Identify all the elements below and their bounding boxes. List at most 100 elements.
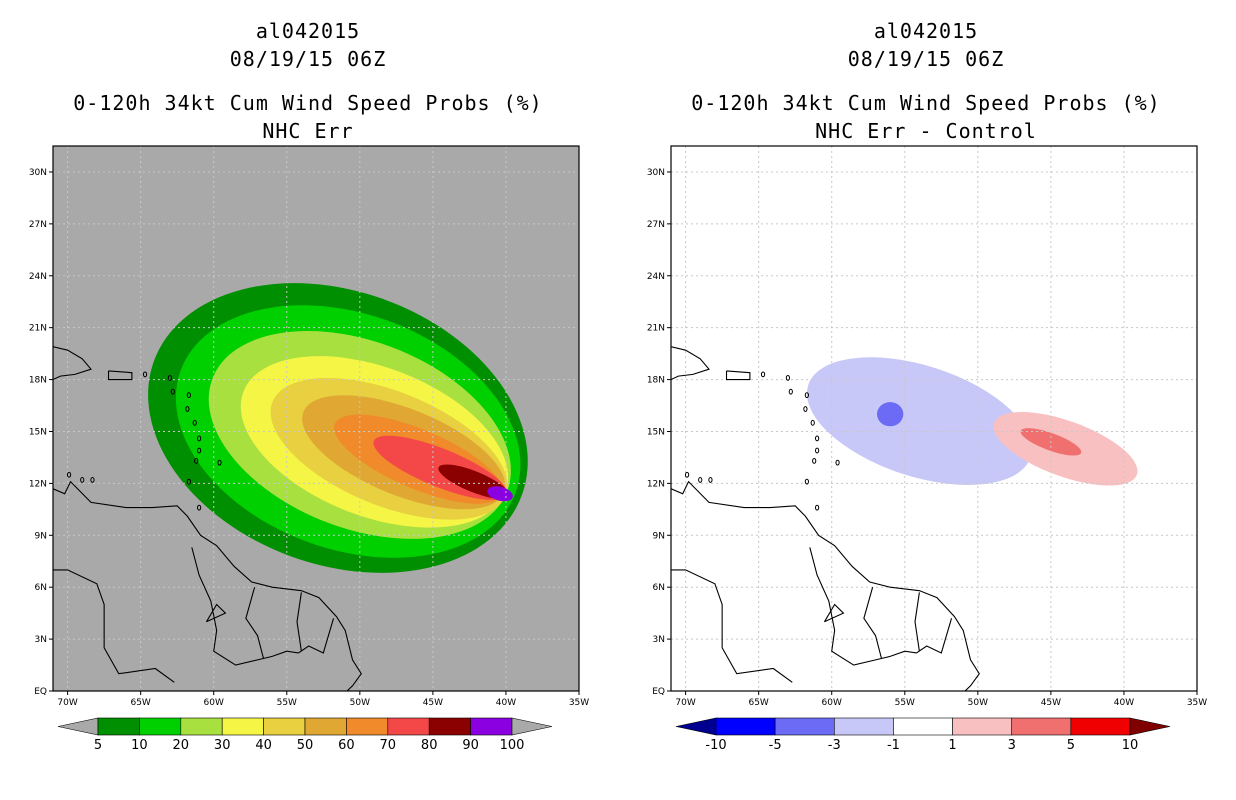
island [185, 406, 190, 412]
colorbar-segment [263, 717, 306, 736]
island [708, 477, 713, 483]
x-tick-label: 45W [1041, 698, 1061, 708]
island [66, 471, 72, 478]
colorbar-label: -5 [769, 738, 782, 753]
coastlines [53, 346, 362, 691]
y-tick-label: 6N [653, 583, 665, 593]
colorbar-segment [180, 717, 223, 736]
island [698, 477, 703, 483]
colorbar-segment [1070, 717, 1131, 736]
colorbar-label: 90 [462, 738, 479, 753]
x-tick-label: 65W [130, 698, 150, 708]
island [815, 504, 820, 511]
x-tick-label: 45W [423, 698, 443, 708]
colorbar-label: 60 [338, 738, 355, 753]
coastline [809, 547, 953, 666]
y-tick-label: 18N [29, 376, 47, 386]
island [142, 371, 148, 378]
x-tick-label: 35W [569, 698, 589, 708]
right-colorbar: -10 -5 -3 -1 1 3 5 10 [675, 717, 1171, 753]
island [788, 388, 793, 395]
coastline [205, 603, 227, 623]
island [167, 374, 172, 381]
island [684, 471, 690, 478]
coastline [296, 592, 302, 652]
y-tick-label: 9N [35, 531, 47, 541]
right-title-line2: NHC Err - Control [815, 119, 1037, 143]
island [194, 457, 199, 464]
island [810, 419, 815, 426]
y-tick-label: 18N [647, 376, 665, 386]
y-tick-label: 27N [29, 220, 47, 230]
contour-level-90 [487, 486, 513, 502]
island [170, 388, 175, 395]
coastline [53, 480, 362, 691]
colorbar-label: 10 [1122, 738, 1139, 753]
colorbar-segment [470, 717, 513, 736]
coastline [53, 346, 92, 381]
island [804, 478, 809, 485]
colorbar-segment [1011, 717, 1072, 736]
right-datetime: 08/19/15 06Z [847, 47, 1005, 71]
x-tick-label: 55W [895, 698, 915, 708]
y-tick-label: 3N [35, 635, 47, 645]
colorbar-label: 1 [948, 738, 956, 753]
y-tick-label: 21N [647, 324, 665, 334]
colorbar-segment [139, 717, 182, 736]
left-datetime: 08/19/15 06Z [229, 47, 387, 71]
colorbar-segment [346, 717, 389, 736]
y-tick-label: 15N [647, 427, 665, 437]
coastline [671, 480, 980, 691]
coastline [863, 587, 882, 659]
island [760, 371, 766, 378]
island [812, 457, 817, 464]
island [217, 459, 222, 466]
coastline [107, 370, 133, 381]
y-tick-label: EQ [34, 687, 47, 697]
colorbar-low-end [57, 717, 99, 736]
island [80, 477, 85, 483]
colorbar-segment [304, 717, 347, 736]
colorbar-label: 3 [1008, 738, 1016, 753]
left-colorbar: 5 10 20 30 40 50 60 70 80 90 100 [57, 717, 553, 753]
x-tick-label: 60W [204, 698, 224, 708]
y-tick-label: 21N [29, 324, 47, 334]
colorbar-label: 5 [1067, 738, 1075, 753]
left-title-line1: 0-120h 34kt Cum Wind Speed Probs (%) [73, 91, 543, 115]
island [197, 435, 202, 442]
coastline [671, 569, 793, 683]
right-storm-id: al042015 [873, 19, 979, 43]
x-tick-label: 65W [748, 698, 768, 708]
colorbar-high-end [1129, 717, 1171, 736]
island [803, 406, 808, 412]
island [197, 504, 202, 511]
colorbar-label: 70 [380, 738, 397, 753]
colorbar-label: 5 [94, 738, 102, 753]
contour-level--3to-5 [877, 402, 904, 427]
colorbar-segment [833, 717, 894, 736]
colorbar-segment [774, 717, 835, 736]
left-storm-id: al042015 [255, 19, 361, 43]
coastlines [671, 346, 980, 691]
y-tick-label: 30N [29, 168, 47, 178]
colorbar-label: -1 [887, 738, 900, 753]
island [90, 477, 95, 483]
coastline [671, 346, 710, 381]
right-map-panel: 70W 65W 60W 55W 50W 45W 40W 35W EQ 3N 6N 9N 12N 15N 18… [647, 145, 1207, 708]
probability-field [806, 357, 1138, 486]
y-tick-label: 3N [653, 635, 665, 645]
coastline [823, 603, 845, 623]
y-tick-label: 12N [647, 479, 665, 489]
x-tick-label: 35W [1187, 698, 1207, 708]
y-tick-label: 12N [29, 479, 47, 489]
y-tick-label: 15N [29, 427, 47, 437]
island [835, 459, 840, 466]
colorbar-segment [387, 717, 430, 736]
y-tick-label: EQ [652, 687, 665, 697]
island [186, 478, 191, 485]
y-tick-label: 9N [653, 531, 665, 541]
island [785, 374, 790, 381]
island [804, 392, 809, 399]
y-tick-label: 6N [35, 583, 47, 593]
colorbar-high-end [511, 717, 553, 736]
